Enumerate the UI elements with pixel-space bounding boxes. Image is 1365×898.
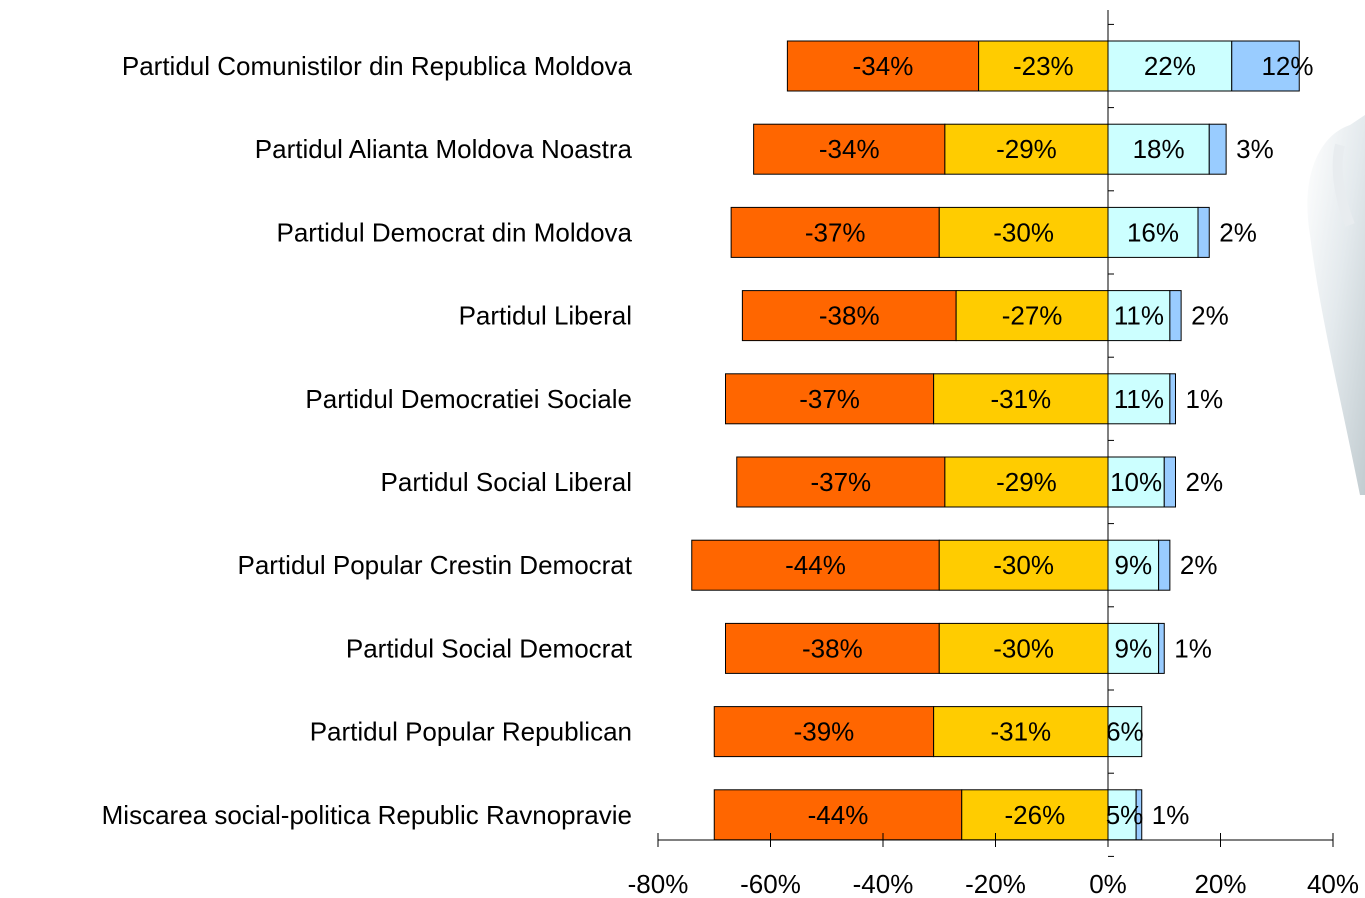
data-label: -44%	[785, 550, 846, 580]
data-label: 5%	[1106, 800, 1144, 830]
bar-negative	[978, 40, 1109, 92]
bar-negative	[938, 539, 1109, 591]
bar-very-positive	[1169, 373, 1176, 425]
category-label: Partidul Comunistilor din Republica Mold…	[122, 51, 633, 81]
data-label: 2%	[1219, 217, 1257, 247]
axes: -80% -60% -40% -20% 0% 20% 40%	[628, 10, 1359, 898]
x-tick-label: -60%	[740, 869, 801, 898]
bar-positive	[1107, 206, 1199, 258]
bar-negative	[944, 456, 1109, 508]
x-tick-label: -80%	[628, 869, 689, 898]
data-label: 1%	[1186, 384, 1224, 414]
category-label: Partidul Social Liberal	[381, 467, 632, 497]
bar-very-negative	[691, 539, 940, 591]
data-label: 2%	[1186, 467, 1224, 497]
category-label: Partidul Popular Crestin Democrat	[238, 550, 633, 580]
category-label: Partidul Liberal	[459, 301, 632, 331]
segment-labels: -34% -23% 22% 12% -34% -29% 18% 3% -37% -30% 16% 2%…	[785, 51, 1313, 830]
bar-very-negative	[713, 706, 935, 758]
bar-very-positive	[1208, 123, 1227, 175]
data-label: -37%	[810, 467, 871, 497]
bar-very-positive	[1158, 539, 1171, 591]
data-label: -31%	[990, 384, 1051, 414]
data-label: -23%	[1013, 51, 1074, 81]
data-label: 9%	[1115, 633, 1153, 663]
x-tick-label: 0%	[1089, 869, 1127, 898]
bar-very-negative	[753, 123, 946, 175]
bar-very-positive	[1169, 290, 1182, 342]
bar-positive	[1107, 706, 1143, 758]
bar-very-negative	[736, 456, 946, 508]
data-label: 12%	[1261, 51, 1313, 81]
data-label: -29%	[996, 467, 1057, 497]
bar-very-positive	[1158, 622, 1165, 674]
data-label: -26%	[1005, 800, 1066, 830]
data-label: -31%	[990, 717, 1051, 747]
bar-negative	[933, 373, 1109, 425]
bar-very-negative	[741, 290, 957, 342]
x-tick-label: -40%	[853, 869, 914, 898]
category-label: Partidul Social Democrat	[346, 633, 633, 663]
bar-negative	[938, 622, 1109, 674]
data-label: 6%	[1106, 717, 1144, 747]
data-label: 1%	[1174, 633, 1212, 663]
data-label: -39%	[794, 717, 855, 747]
bar-positive	[1107, 456, 1165, 508]
category-label: Partidul Popular Republican	[310, 717, 632, 747]
category-label: Partidul Democratiei Sociale	[305, 384, 632, 414]
category-label: Miscarea social-politica Republic Ravnop…	[102, 800, 632, 830]
category-label: Partidul Alianta Moldova Noastra	[255, 134, 633, 164]
data-label: 11%	[1114, 384, 1164, 414]
data-label: 2%	[1191, 301, 1229, 331]
category-label: Partidul Democrat din Moldova	[277, 217, 633, 247]
decorative-swoosh	[1307, 115, 1365, 495]
data-label: 11%	[1114, 301, 1164, 331]
bar-negative	[944, 123, 1109, 175]
data-label: 10%	[1110, 467, 1162, 497]
data-label: 18%	[1133, 134, 1185, 164]
bar-very-negative	[786, 40, 980, 92]
x-tick-label: 20%	[1194, 869, 1246, 898]
data-label: 2%	[1180, 550, 1218, 580]
bar-positive	[1107, 622, 1160, 674]
data-label: -37%	[799, 384, 860, 414]
data-label: -37%	[805, 217, 866, 247]
data-label: -34%	[853, 51, 914, 81]
data-label: -38%	[802, 633, 863, 663]
data-label: 9%	[1115, 550, 1153, 580]
bar-positive	[1107, 40, 1233, 92]
data-label: -34%	[819, 134, 880, 164]
data-label: -30%	[993, 633, 1054, 663]
data-label: 16%	[1127, 217, 1179, 247]
bar-very-positive	[1197, 206, 1210, 258]
bar-very-negative	[725, 373, 935, 425]
data-label: 1%	[1152, 800, 1190, 830]
bar-positive	[1107, 539, 1160, 591]
bar-very-positive	[1231, 40, 1300, 92]
data-label: -38%	[819, 301, 880, 331]
data-label: -44%	[808, 800, 869, 830]
bar-very-negative	[725, 622, 940, 674]
bar-positive	[1107, 123, 1210, 175]
data-label: 3%	[1236, 134, 1274, 164]
bar-negative	[938, 206, 1109, 258]
data-label: -30%	[993, 550, 1054, 580]
data-label: -30%	[993, 217, 1054, 247]
bar-very-negative	[730, 206, 940, 258]
x-tick-label: 40%	[1307, 869, 1359, 898]
bars	[691, 40, 1300, 841]
category-labels: Partidul Comunistilor din Republica Mold…	[102, 51, 633, 830]
bar-very-positive	[1163, 456, 1176, 508]
data-label: -29%	[996, 134, 1057, 164]
data-label: -27%	[1002, 301, 1063, 331]
data-label: 22%	[1144, 51, 1196, 81]
bar-negative	[955, 290, 1109, 342]
x-tick-label: -20%	[965, 869, 1026, 898]
